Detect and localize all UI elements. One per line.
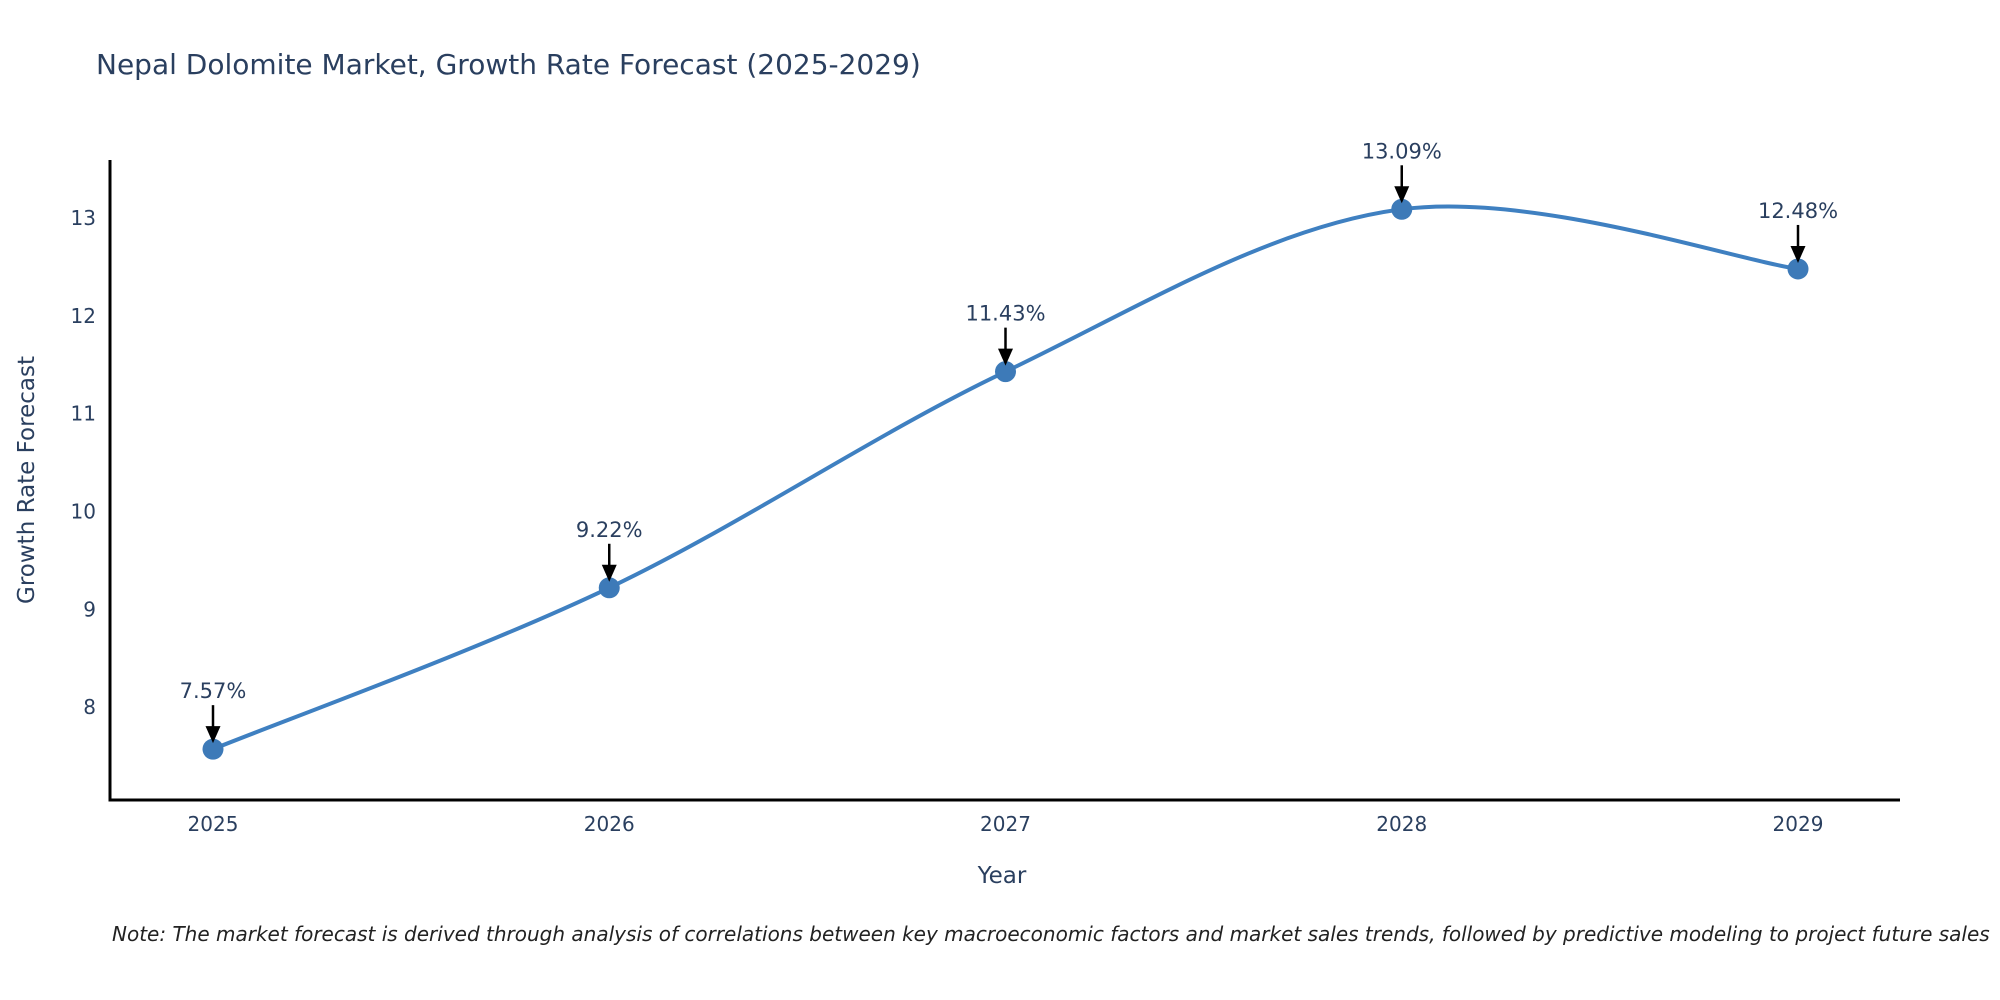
annotation-arrowhead	[205, 726, 221, 744]
y-tick-label: 12	[71, 304, 96, 328]
data-point	[1787, 258, 1809, 280]
data-point	[995, 361, 1016, 383]
x-tick-label: 2029	[1773, 812, 1824, 836]
y-tick-label: 13	[71, 206, 96, 230]
annotation-arrowhead	[998, 348, 1013, 366]
x-axis-title: Year	[977, 863, 1027, 889]
data-point	[598, 577, 620, 599]
point-annotation: 12.48%	[1758, 199, 1838, 223]
series-line	[211, 204, 1800, 752]
y-tick-label: 9	[83, 597, 96, 621]
annotation-arrowhead	[1790, 245, 1806, 263]
footnote: Note: The market forecast is derived thr…	[112, 922, 1990, 946]
x-tick-label: 2027	[980, 812, 1031, 836]
data-point	[202, 738, 224, 760]
y-tick-label: 10	[71, 499, 96, 523]
annotation-arrowhead	[1394, 186, 1410, 204]
point-annotation: 7.57%	[180, 679, 247, 703]
y-axis-title: Growth Rate Forecast	[14, 356, 40, 604]
y-tick-label: 11	[71, 402, 96, 426]
annotation-arrowhead	[601, 564, 617, 582]
y-tick-label: 8	[83, 695, 96, 719]
chart-title: Nepal Dolomite Market, Growth Rate Forec…	[96, 48, 921, 81]
x-tick-label: 2026	[584, 812, 635, 836]
point-annotation: 11.43%	[965, 302, 1045, 326]
point-annotation: 13.09%	[1362, 139, 1442, 163]
data-point	[1391, 198, 1413, 220]
point-annotation: 9.22%	[576, 518, 643, 542]
x-tick-label: 2025	[188, 812, 239, 836]
x-tick-label: 2028	[1376, 812, 1427, 836]
